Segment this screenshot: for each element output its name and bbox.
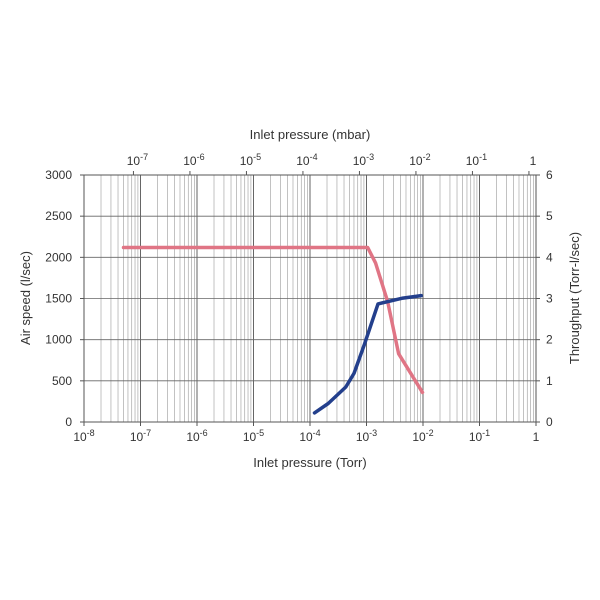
x-tick-label: 1: [533, 430, 540, 444]
y2-axis-label: Throughput (Torr-l/sec): [567, 232, 582, 364]
x2-tick-label: 10-3: [353, 152, 374, 168]
x-axis-label: Inlet pressure (Torr): [253, 455, 366, 470]
x2-tick-label: 10-1: [466, 152, 487, 168]
y-tick-label: 1500: [45, 292, 72, 306]
x2-tick-label: 10-2: [409, 152, 430, 168]
y-tick-label: 2000: [45, 250, 72, 264]
x2-axis-label: Inlet pressure (mbar): [250, 127, 371, 142]
y-tick-label: 500: [52, 374, 72, 388]
x-tick-label: 10-8: [73, 428, 94, 444]
y2-tick-label: 4: [546, 250, 553, 264]
series-line-2: [312, 293, 423, 415]
x-tick-label: 10-7: [130, 428, 151, 444]
x-tick-label: 10-5: [243, 428, 264, 444]
y-tick-label: 1000: [45, 333, 72, 347]
grid: [83, 174, 536, 423]
x2-tick-label: 10-7: [127, 152, 148, 168]
x-tick-label: 10-4: [299, 428, 320, 444]
x-tick-label: 10-6: [186, 428, 207, 444]
x-tick-label: 10-3: [356, 428, 377, 444]
y2-tick-label: 0: [546, 415, 553, 429]
y2-tick-label: 2: [546, 333, 553, 347]
y-axis-label: Air speed (l/sec): [18, 251, 33, 345]
series-layer: [121, 245, 425, 415]
y-tick-label: 3000: [45, 168, 72, 182]
x-tick-label: 10-1: [469, 428, 490, 444]
series-line-1: [121, 245, 425, 395]
y2-tick-label: 6: [546, 168, 553, 182]
x-tick-label: 10-2: [412, 428, 433, 444]
y2-tick-label: 5: [546, 209, 553, 223]
x2-tick-label: 10-4: [296, 152, 317, 168]
x2-tick-label: 1: [530, 154, 537, 168]
x2-tick-label: 10-5: [240, 152, 261, 168]
x2-tick-label: 10-6: [183, 152, 204, 168]
y-tick-label: 0: [65, 415, 72, 429]
y-tick-label: 2500: [45, 209, 72, 223]
y2-tick-label: 1: [546, 374, 553, 388]
y2-tick-label: 3: [546, 292, 553, 306]
